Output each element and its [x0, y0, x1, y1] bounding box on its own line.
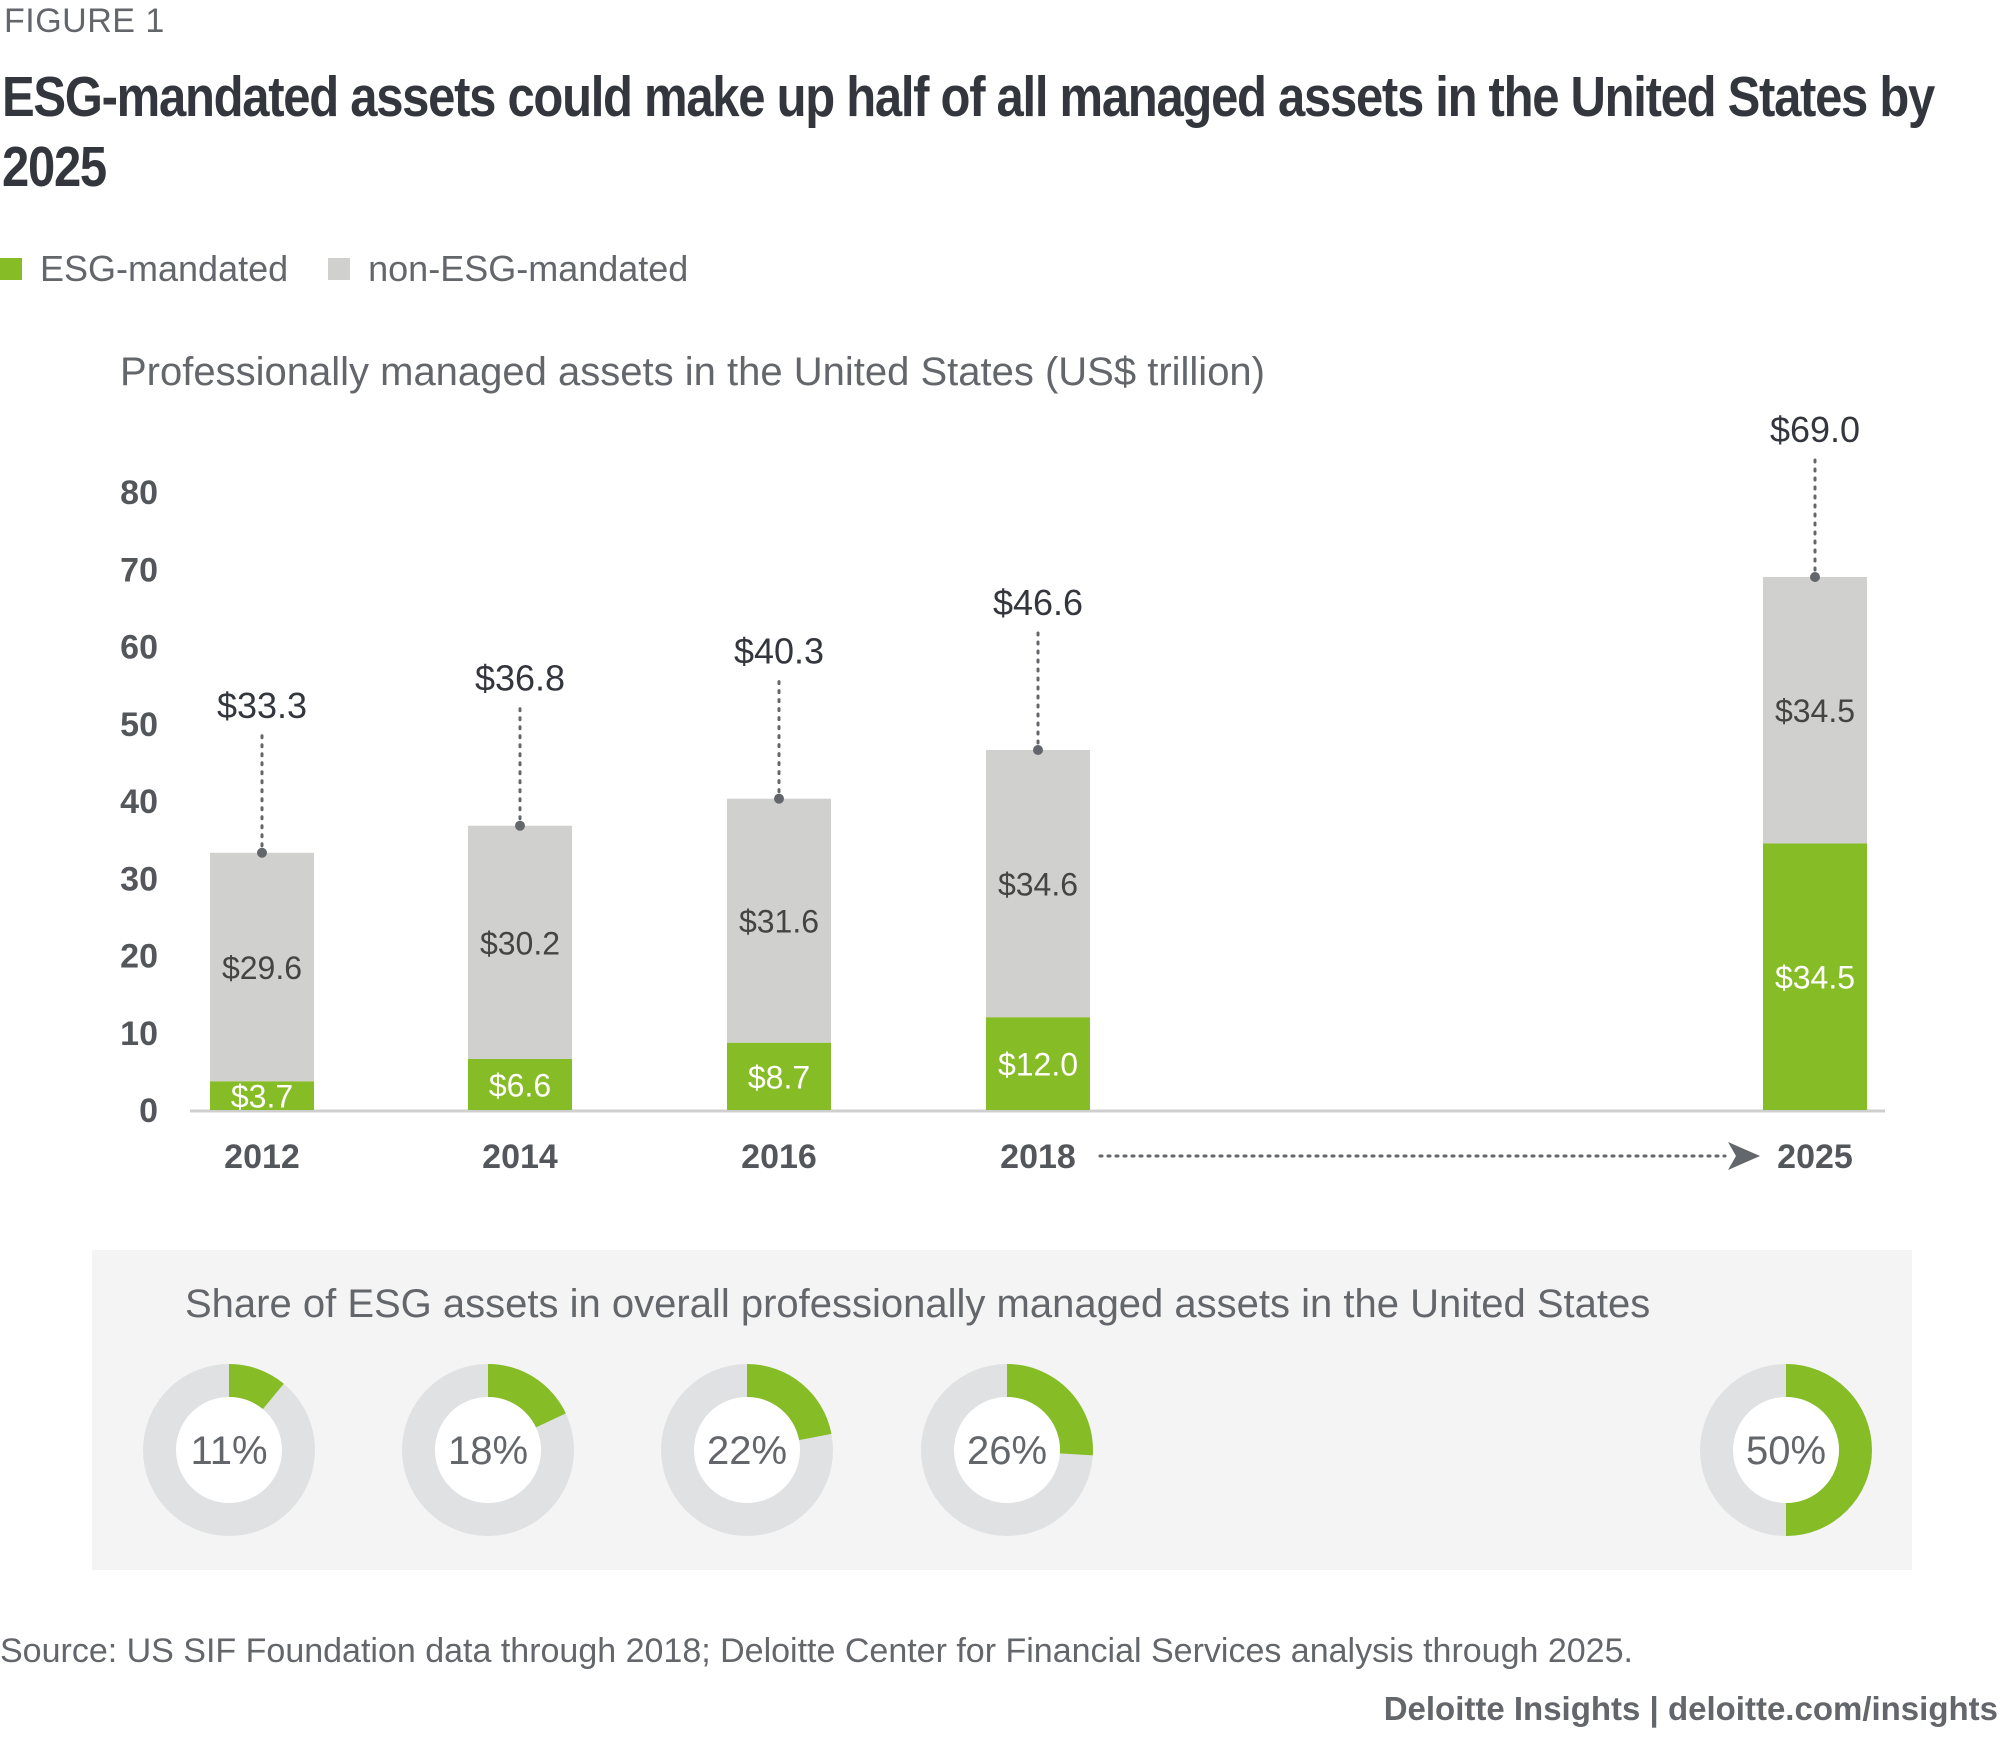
legend-swatch-non-esg: [328, 258, 351, 280]
bar-segment-esg: [1763, 843, 1867, 1110]
total-marker-dot: [515, 820, 525, 831]
donut-hole: [1733, 1397, 1839, 1503]
total-marker-dot: [1033, 745, 1043, 756]
bar-label-non-esg: $34.6: [998, 867, 1078, 903]
figure-label: FIGURE 1: [4, 2, 165, 40]
total-label: $46.6: [993, 582, 1083, 623]
legend-label-non-esg: non-ESG-mandated: [368, 248, 689, 289]
y-tick-label: 20: [120, 938, 158, 976]
bar-segment-non-esg: [727, 798, 831, 1043]
bar-label-non-esg: $29.6: [222, 950, 302, 986]
bar-segment-esg: [727, 1042, 831, 1110]
share-panel: Share of ESG assets in overall professio…: [92, 1250, 1912, 1570]
y-tick-label: 30: [120, 860, 158, 898]
donut-section-title: Share of ESG assets in overall professio…: [185, 1282, 1651, 1326]
bar-segment-non-esg: [986, 750, 1090, 1018]
x-tick-label: 2012: [224, 1138, 300, 1176]
legend: ESG-mandated non-ESG-mandated: [0, 248, 728, 290]
y-tick-label: 0: [139, 1092, 158, 1130]
total-label: $33.3: [217, 685, 307, 726]
donut-slice-esg: [1007, 1364, 1093, 1456]
x-tick-label: 2016: [741, 1138, 817, 1176]
y-tick-label: 70: [120, 551, 158, 589]
x-tick-label: 2014: [482, 1138, 558, 1176]
total-marker-dot: [1810, 571, 1820, 582]
x-tick-label: 2018: [1000, 1138, 1076, 1176]
bar-label-non-esg: $30.2: [480, 925, 560, 961]
donut-hole: [694, 1397, 800, 1503]
bar-segment-non-esg: [1763, 576, 1867, 844]
bar-label-non-esg: $34.5: [1775, 693, 1855, 729]
bar-segment-non-esg: [468, 825, 572, 1060]
y-tick-label: 50: [120, 706, 158, 744]
legend-swatch-esg: [0, 258, 22, 280]
donut-slice-esg: [229, 1364, 284, 1410]
donut-label: 26%: [967, 1429, 1047, 1473]
bar-segment-esg: [468, 1059, 572, 1110]
donut-label: 22%: [707, 1429, 787, 1473]
legend-label-esg: ESG-mandated: [40, 248, 289, 289]
projection-arrow-head-icon: [1728, 1142, 1760, 1170]
brand-footer: Deloitte Insights | deloitte.com/insight…: [1383, 1690, 1998, 1727]
chart-title: ESG-mandated assets could make up half o…: [2, 65, 1935, 199]
bar-segment-esg: [210, 1081, 314, 1110]
source-note: Source: US SIF Foundation data through 2…: [0, 1632, 1633, 1670]
total-label: $69.0: [1770, 409, 1860, 450]
donut-label: 18%: [448, 1429, 528, 1473]
donut-hole: [954, 1397, 1060, 1503]
donut-hole: [176, 1397, 282, 1503]
bar-chart: 0 10 20 30 40 50 60 70 80 $29.6 $3.7 $33.3 2012 $30.2…: [120, 409, 1885, 1176]
bar-label-esg: $6.6: [489, 1068, 551, 1104]
donut-slice-esg: [488, 1364, 566, 1428]
donut-label: 11%: [190, 1429, 267, 1473]
donut-charts: 11% 18% 22% 26% 50%: [143, 1364, 1872, 1536]
total-marker-dot: [774, 793, 784, 804]
bar-segment-esg: [986, 1017, 1090, 1110]
bar-chart-subtitle: Professionally managed assets in the Uni…: [120, 350, 1265, 394]
y-tick-label: 80: [120, 474, 158, 512]
total-label: $36.8: [475, 658, 565, 699]
bar-label-esg: $3.7: [231, 1079, 293, 1115]
total-label: $40.3: [734, 631, 824, 672]
y-tick-label: 40: [120, 783, 158, 821]
donut-label: 50%: [1746, 1429, 1826, 1473]
legend-item-esg: ESG-mandated: [0, 248, 288, 290]
legend-item-non-esg: non-ESG-mandated: [328, 248, 688, 290]
bar-label-esg: $12.0: [998, 1047, 1078, 1083]
donut-slice-esg: [747, 1364, 832, 1441]
donut-slice-esg: [1786, 1364, 1872, 1536]
y-tick-label: 10: [120, 1015, 158, 1053]
y-tick-label: 60: [120, 629, 158, 667]
x-tick-label: 2025: [1777, 1138, 1853, 1176]
total-marker-dot: [257, 847, 267, 858]
bar-label-esg: $8.7: [748, 1059, 810, 1095]
bar-label-esg: $34.5: [1775, 960, 1855, 996]
donut-hole: [435, 1397, 541, 1503]
bar-label-non-esg: $31.6: [739, 904, 819, 940]
bar-segment-non-esg: [210, 852, 314, 1082]
